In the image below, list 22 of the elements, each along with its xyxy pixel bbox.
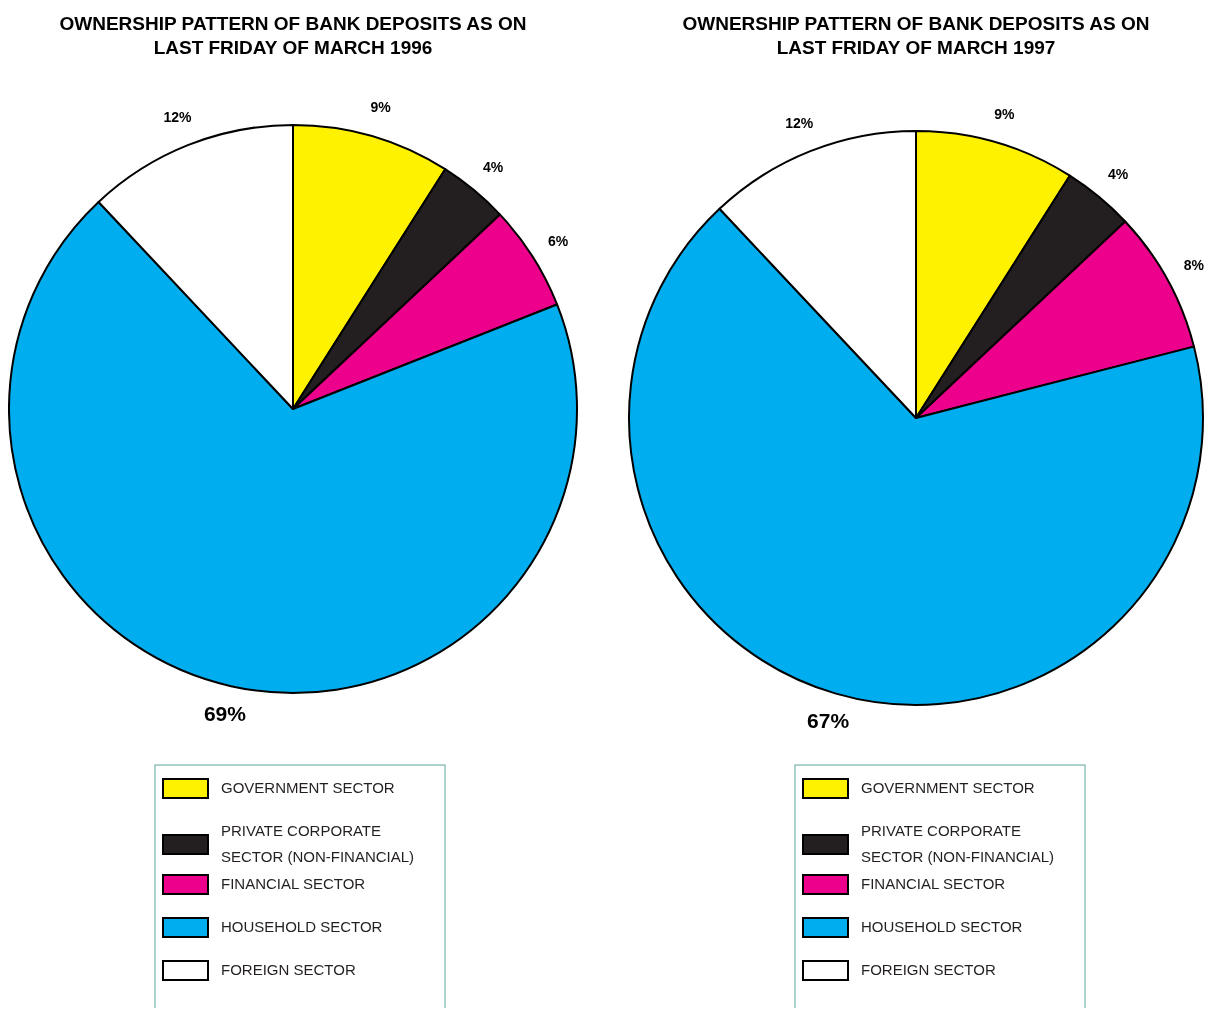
data-label: 9% <box>370 99 392 116</box>
data-label: 4% <box>483 158 504 175</box>
legend-label: HOUSEHOLD SECTOR <box>221 918 383 935</box>
legend-label: GOVERNMENT SECTOR <box>861 779 1035 796</box>
legend-label: PRIVATE CORPORATE SECTOR (NON-FINANCIAL) <box>861 822 1055 865</box>
data-label: 12% <box>163 108 192 125</box>
data-label: 9% <box>994 105 1016 122</box>
legend-label: GOVERNMENT SECTOR <box>221 779 395 796</box>
data-label: 4% <box>1107 165 1129 182</box>
data-label: 69% <box>203 701 247 725</box>
chart-title: OWNERSHIP PATTERN OF BANK DEPOSITS AS ON LAST FRIDAY OF MARCH 1996 <box>59 13 527 58</box>
legend-label: FINANCIAL SECTOR <box>221 875 366 892</box>
legend-label: FOREIGN SECTOR <box>221 961 356 978</box>
data-label: 12% <box>785 115 814 132</box>
legend-label: PRIVATE CORPORATE SECTOR (NON-FINANCIAL) <box>221 822 415 865</box>
legend-label: FINANCIAL SECTOR <box>861 875 1006 892</box>
chart-title: OWNERSHIP PATTERN OF BANK DEPOSITS AS ON LAST FRIDAY OF MARCH 1997 <box>682 13 1150 58</box>
data-label: 8% <box>1183 257 1205 274</box>
legend-label: HOUSEHOLD SECTOR <box>861 918 1023 935</box>
data-label: 6% <box>548 232 569 249</box>
data-label: 67% <box>807 708 850 732</box>
legend-label: FOREIGN SECTOR <box>861 961 996 978</box>
